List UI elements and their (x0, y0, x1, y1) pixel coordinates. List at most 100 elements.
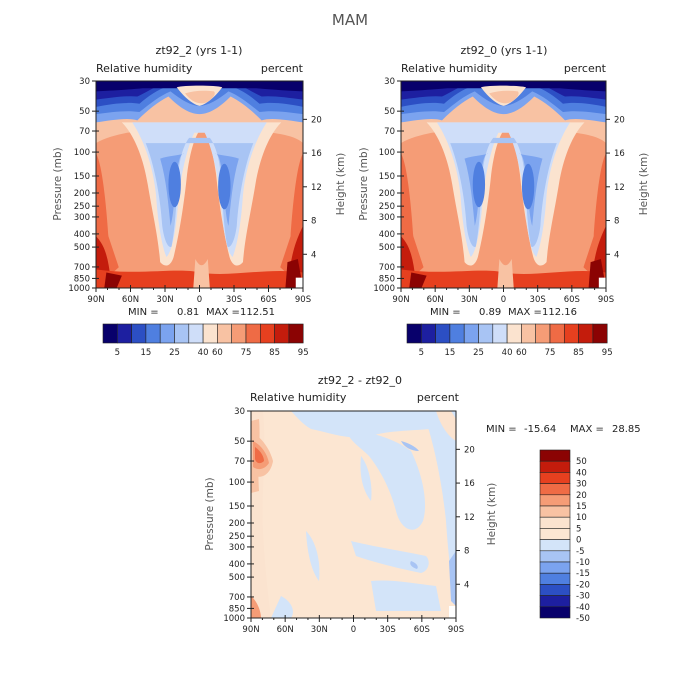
y-tick-label: 850 (229, 604, 245, 614)
y-tick-label: 100 (229, 478, 245, 488)
x-tick-label: 30S (380, 625, 396, 635)
y-tick-label: 150 (74, 172, 90, 182)
x-tick-label: 90N (87, 295, 104, 305)
colorbar-label: -10 (576, 558, 590, 568)
panel-3-field (251, 411, 456, 618)
panel-1-min-label: MIN = (128, 307, 159, 318)
panel-2: zt92_0 (yrs 1-1) Relative humidity perce… (358, 44, 650, 358)
colorbar-label: 5 (115, 348, 120, 358)
y-tick-label: 1000 (223, 614, 245, 624)
panel-3-ylabel: Pressure (mb) (204, 477, 216, 550)
y-right-tick-label: 12 (311, 183, 322, 193)
y-tick-label: 150 (229, 502, 245, 512)
panel-2-min-value: 0.89 (479, 307, 501, 318)
panel-1-colorbar: 5 15 25 40 60 75 85 95 (102, 323, 309, 358)
colorbar-label: 5 (576, 524, 581, 534)
panel-3-min-label: MIN = (486, 424, 517, 435)
panel-2-min-label: MIN = (430, 307, 461, 318)
y-tick-label: 400 (379, 230, 395, 240)
colorbar-swatch (539, 516, 571, 529)
colorbar-label: 60 (516, 348, 527, 358)
x-tick-label: 60N (427, 295, 444, 305)
panel-1-variable: Relative humidity (96, 62, 193, 75)
colorbar-swatch (506, 323, 522, 344)
y-right-tick-label: 16 (311, 149, 322, 159)
colorbar-swatch (145, 323, 161, 344)
panel-1-title: zt92_2 (yrs 1-1) (156, 44, 243, 57)
y-right-tick-label: 16 (614, 149, 625, 159)
y-right-tick-label: 20 (311, 115, 322, 125)
y-tick-label: 300 (74, 213, 90, 223)
x-tick-label: 0 (197, 295, 202, 305)
colorbar-swatch (539, 449, 571, 462)
panel-1-ylabel-right: Height (km) (335, 153, 347, 216)
colorbar-label: 85 (269, 348, 280, 358)
y-tick-label: 150 (379, 172, 395, 182)
colorbar-label: 40 (502, 348, 513, 358)
y-tick-label: 250 (379, 202, 395, 212)
panel-1-field (96, 81, 303, 288)
y-right-tick-label: 12 (464, 513, 475, 523)
colorbar-label: -20 (576, 580, 590, 590)
colorbar-label: -15 (576, 569, 590, 579)
panel-1-max-label: MAX = (206, 307, 240, 318)
y-tick-label: 70 (384, 127, 395, 137)
colorbar-swatch (420, 323, 436, 344)
panel-3-ylabel-right: Height (km) (486, 483, 498, 546)
x-tick-label: 90S (598, 295, 614, 305)
y-tick-label: 500 (74, 243, 90, 253)
y-right-tick-label: 8 (311, 217, 316, 227)
colorbar-swatch (274, 323, 290, 344)
panel-1-ylabel: Pressure (mb) (52, 147, 64, 220)
colorbar-label: -5 (576, 547, 584, 557)
y-tick-label: 700 (74, 263, 90, 273)
panel-3-units: percent (417, 391, 460, 404)
x-tick-label: 30N (461, 295, 478, 305)
y-tick-label: 30 (79, 77, 90, 87)
colorbar-swatch (592, 323, 608, 344)
x-tick-label: 60S (414, 625, 430, 635)
y-tick-label: 100 (74, 148, 90, 158)
y-right-tick-label: 8 (614, 217, 619, 227)
colorbar-label: 0 (576, 536, 581, 546)
panel-3-max-value: 28.85 (612, 424, 641, 435)
y-tick-label: 30 (234, 407, 245, 417)
colorbar-swatch (578, 323, 594, 344)
colorbar-swatch (539, 483, 571, 496)
y-right-tick-label: 20 (464, 445, 475, 455)
panel-2-variable: Relative humidity (401, 62, 498, 75)
colorbar-swatch (102, 323, 118, 344)
colorbar-label: 25 (169, 348, 180, 358)
colorbar-swatch (231, 323, 247, 344)
y-tick-label: 70 (234, 457, 245, 467)
panel-2-title: zt92_0 (yrs 1-1) (461, 44, 548, 57)
panel-3-max-label: MAX = (570, 424, 604, 435)
y-right-tick-label: 4 (464, 580, 469, 590)
panel-3-min-value: -15.64 (524, 424, 556, 435)
x-tick-label: 90N (392, 295, 409, 305)
y-tick-label: 250 (74, 202, 90, 212)
colorbar-swatch (188, 323, 204, 344)
y-right-tick-label: 8 (464, 547, 469, 557)
x-tick-label: 0 (501, 295, 506, 305)
y-tick-label: 200 (379, 189, 395, 199)
colorbar-swatch (539, 595, 571, 608)
y-tick-label: 70 (79, 127, 90, 137)
panel-1-units: percent (261, 62, 304, 75)
colorbar-swatch (202, 323, 218, 344)
y-right-tick-label: 4 (311, 250, 316, 260)
colorbar-swatch (406, 323, 422, 344)
x-tick-label: 30N (156, 295, 173, 305)
colorbar-swatch (159, 323, 175, 344)
y-tick-label: 500 (379, 243, 395, 253)
x-tick-label: 60N (122, 295, 139, 305)
x-tick-label: 60N (277, 625, 294, 635)
colorbar-label: 95 (298, 348, 309, 358)
panel-2-field (401, 81, 606, 288)
y-tick-label: 200 (229, 519, 245, 529)
panel-1-max-value: 112.51 (240, 307, 275, 318)
colorbar-label: 15 (140, 348, 151, 358)
y-tick-label: 300 (229, 543, 245, 553)
y-tick-label: 50 (79, 107, 90, 117)
